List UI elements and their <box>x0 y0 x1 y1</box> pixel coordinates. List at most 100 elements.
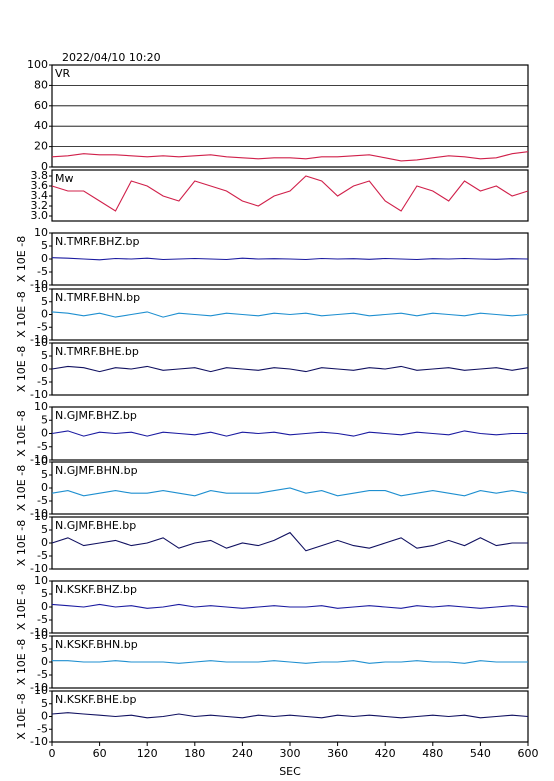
series-label: N.GJMF.BHE.bp <box>55 519 136 532</box>
y-axis-label: X 10E -8 <box>15 693 28 739</box>
series-line <box>51 487 529 497</box>
series-line <box>51 531 528 552</box>
y-tick-label: 10 <box>34 574 48 587</box>
y-tick-label: 0 <box>41 427 48 440</box>
y-tick-label: -5 <box>37 668 48 681</box>
y-tick-label: -5 <box>37 375 48 388</box>
y-tick-label: 0 <box>41 308 48 321</box>
series-line <box>51 175 529 212</box>
x-tick-label: 600 <box>518 747 539 760</box>
x-tick-label: 360 <box>327 747 348 760</box>
y-axis-label: X 10E -8 <box>15 520 28 566</box>
y-tick-label: -10 <box>30 681 48 694</box>
y-tick-label: -10 <box>30 735 48 748</box>
y-axis-label: X 10E -8 <box>15 346 28 392</box>
y-tick-label: 3.4 <box>31 189 49 202</box>
y-tick-label: 40 <box>34 119 48 132</box>
y-tick-label: 5 <box>41 697 48 710</box>
series-label: N.GJMF.BHN.bp <box>55 464 138 477</box>
chart-title: 2022/04/10 10:20 <box>62 51 161 64</box>
y-axis-label: X 10E -8 <box>15 410 28 456</box>
series-label: N.TMRF.BHZ.bp <box>55 235 139 248</box>
y-tick-label: 5 <box>41 413 48 426</box>
y-axis-label: X 10E -8 <box>15 236 28 282</box>
series-line <box>51 712 529 719</box>
y-axis-label: X 10E -8 <box>15 584 28 630</box>
y-tick-label: 5 <box>41 349 48 362</box>
y-axis-label: X 10E -8 <box>15 291 28 337</box>
y-tick-label: 5 <box>41 523 48 536</box>
y-tick-label: 5 <box>41 468 48 481</box>
series-label: N.KSKF.BHE.bp <box>55 693 136 706</box>
series-line <box>51 430 528 437</box>
x-tick-label: 300 <box>280 747 301 760</box>
y-tick-label: 0 <box>41 655 48 668</box>
y-tick-label: -5 <box>37 722 48 735</box>
y-tick-label: 5 <box>41 587 48 600</box>
y-axis-label: X 10E -8 <box>15 465 28 511</box>
y-tick-label: 0 <box>41 481 48 494</box>
x-tick-label: 60 <box>93 747 107 760</box>
y-tick-label: 0 <box>41 600 48 613</box>
y-tick-label: -5 <box>37 440 48 453</box>
y-tick-label: 10 <box>34 455 48 468</box>
y-axis-label: X 10E -8 <box>15 639 28 685</box>
series-line <box>51 311 529 318</box>
y-tick-label: -10 <box>30 626 48 639</box>
y-tick-label: 60 <box>34 99 48 112</box>
x-tick-label: 120 <box>137 747 158 760</box>
y-tick-label: -10 <box>30 453 48 466</box>
series-label: N.TMRF.BHE.bp <box>55 345 139 358</box>
y-tick-label: -5 <box>37 320 48 333</box>
y-tick-label: -10 <box>30 388 48 401</box>
y-tick-label: 0 <box>41 710 48 723</box>
series-label: N.TMRF.BHN.bp <box>55 291 140 304</box>
y-tick-label: -10 <box>30 333 48 346</box>
y-tick-label: 10 <box>34 629 48 642</box>
series-line <box>51 365 529 373</box>
y-tick-label: 0 <box>41 536 48 549</box>
series-line <box>51 257 529 261</box>
y-tick-label: -5 <box>37 494 48 507</box>
y-tick-label: -5 <box>37 265 48 278</box>
series-label: N.KSKF.BHN.bp <box>55 638 138 651</box>
y-tick-label: 10 <box>34 684 48 697</box>
x-tick-label: 240 <box>232 747 253 760</box>
y-tick-label: 80 <box>34 78 48 91</box>
y-tick-label: 3.6 <box>31 179 49 192</box>
x-tick-label: 420 <box>375 747 396 760</box>
y-tick-label: 3.8 <box>31 169 49 182</box>
y-tick-label: 10 <box>34 226 48 239</box>
y-tick-label: -5 <box>37 613 48 626</box>
y-tick-label: 3.0 <box>31 209 49 222</box>
x-tick-label: 0 <box>49 747 56 760</box>
y-tick-label: 0 <box>41 252 48 265</box>
y-tick-label: 10 <box>34 282 48 295</box>
y-tick-label: 10 <box>34 336 48 349</box>
y-tick-label: 0 <box>41 362 48 375</box>
x-tick-label: 180 <box>184 747 205 760</box>
series-label: N.KSKF.BHZ.bp <box>55 583 137 596</box>
y-tick-label: 5 <box>41 642 48 655</box>
y-tick-label: 5 <box>41 295 48 308</box>
y-tick-label: 20 <box>34 140 48 153</box>
y-tick-label: -10 <box>30 562 48 575</box>
series-line <box>52 660 528 664</box>
y-tick-label: 5 <box>41 239 48 252</box>
series-line <box>51 603 529 609</box>
series-label: N.GJMF.BHZ.bp <box>55 409 137 422</box>
y-tick-label: -10 <box>30 507 48 520</box>
y-tick-label: 10 <box>34 510 48 523</box>
series-label: Mw <box>55 172 74 185</box>
x-axis-label: SEC <box>279 765 301 778</box>
y-tick-label: -5 <box>37 549 48 562</box>
y-tick-label: -10 <box>30 278 48 291</box>
x-tick-label: 540 <box>470 747 491 760</box>
y-tick-label: 0 <box>41 160 48 173</box>
series-label: VR <box>55 67 71 80</box>
y-tick-label: 3.2 <box>31 199 49 212</box>
y-tick-label: 100 <box>27 58 48 71</box>
y-tick-label: 10 <box>34 400 48 413</box>
